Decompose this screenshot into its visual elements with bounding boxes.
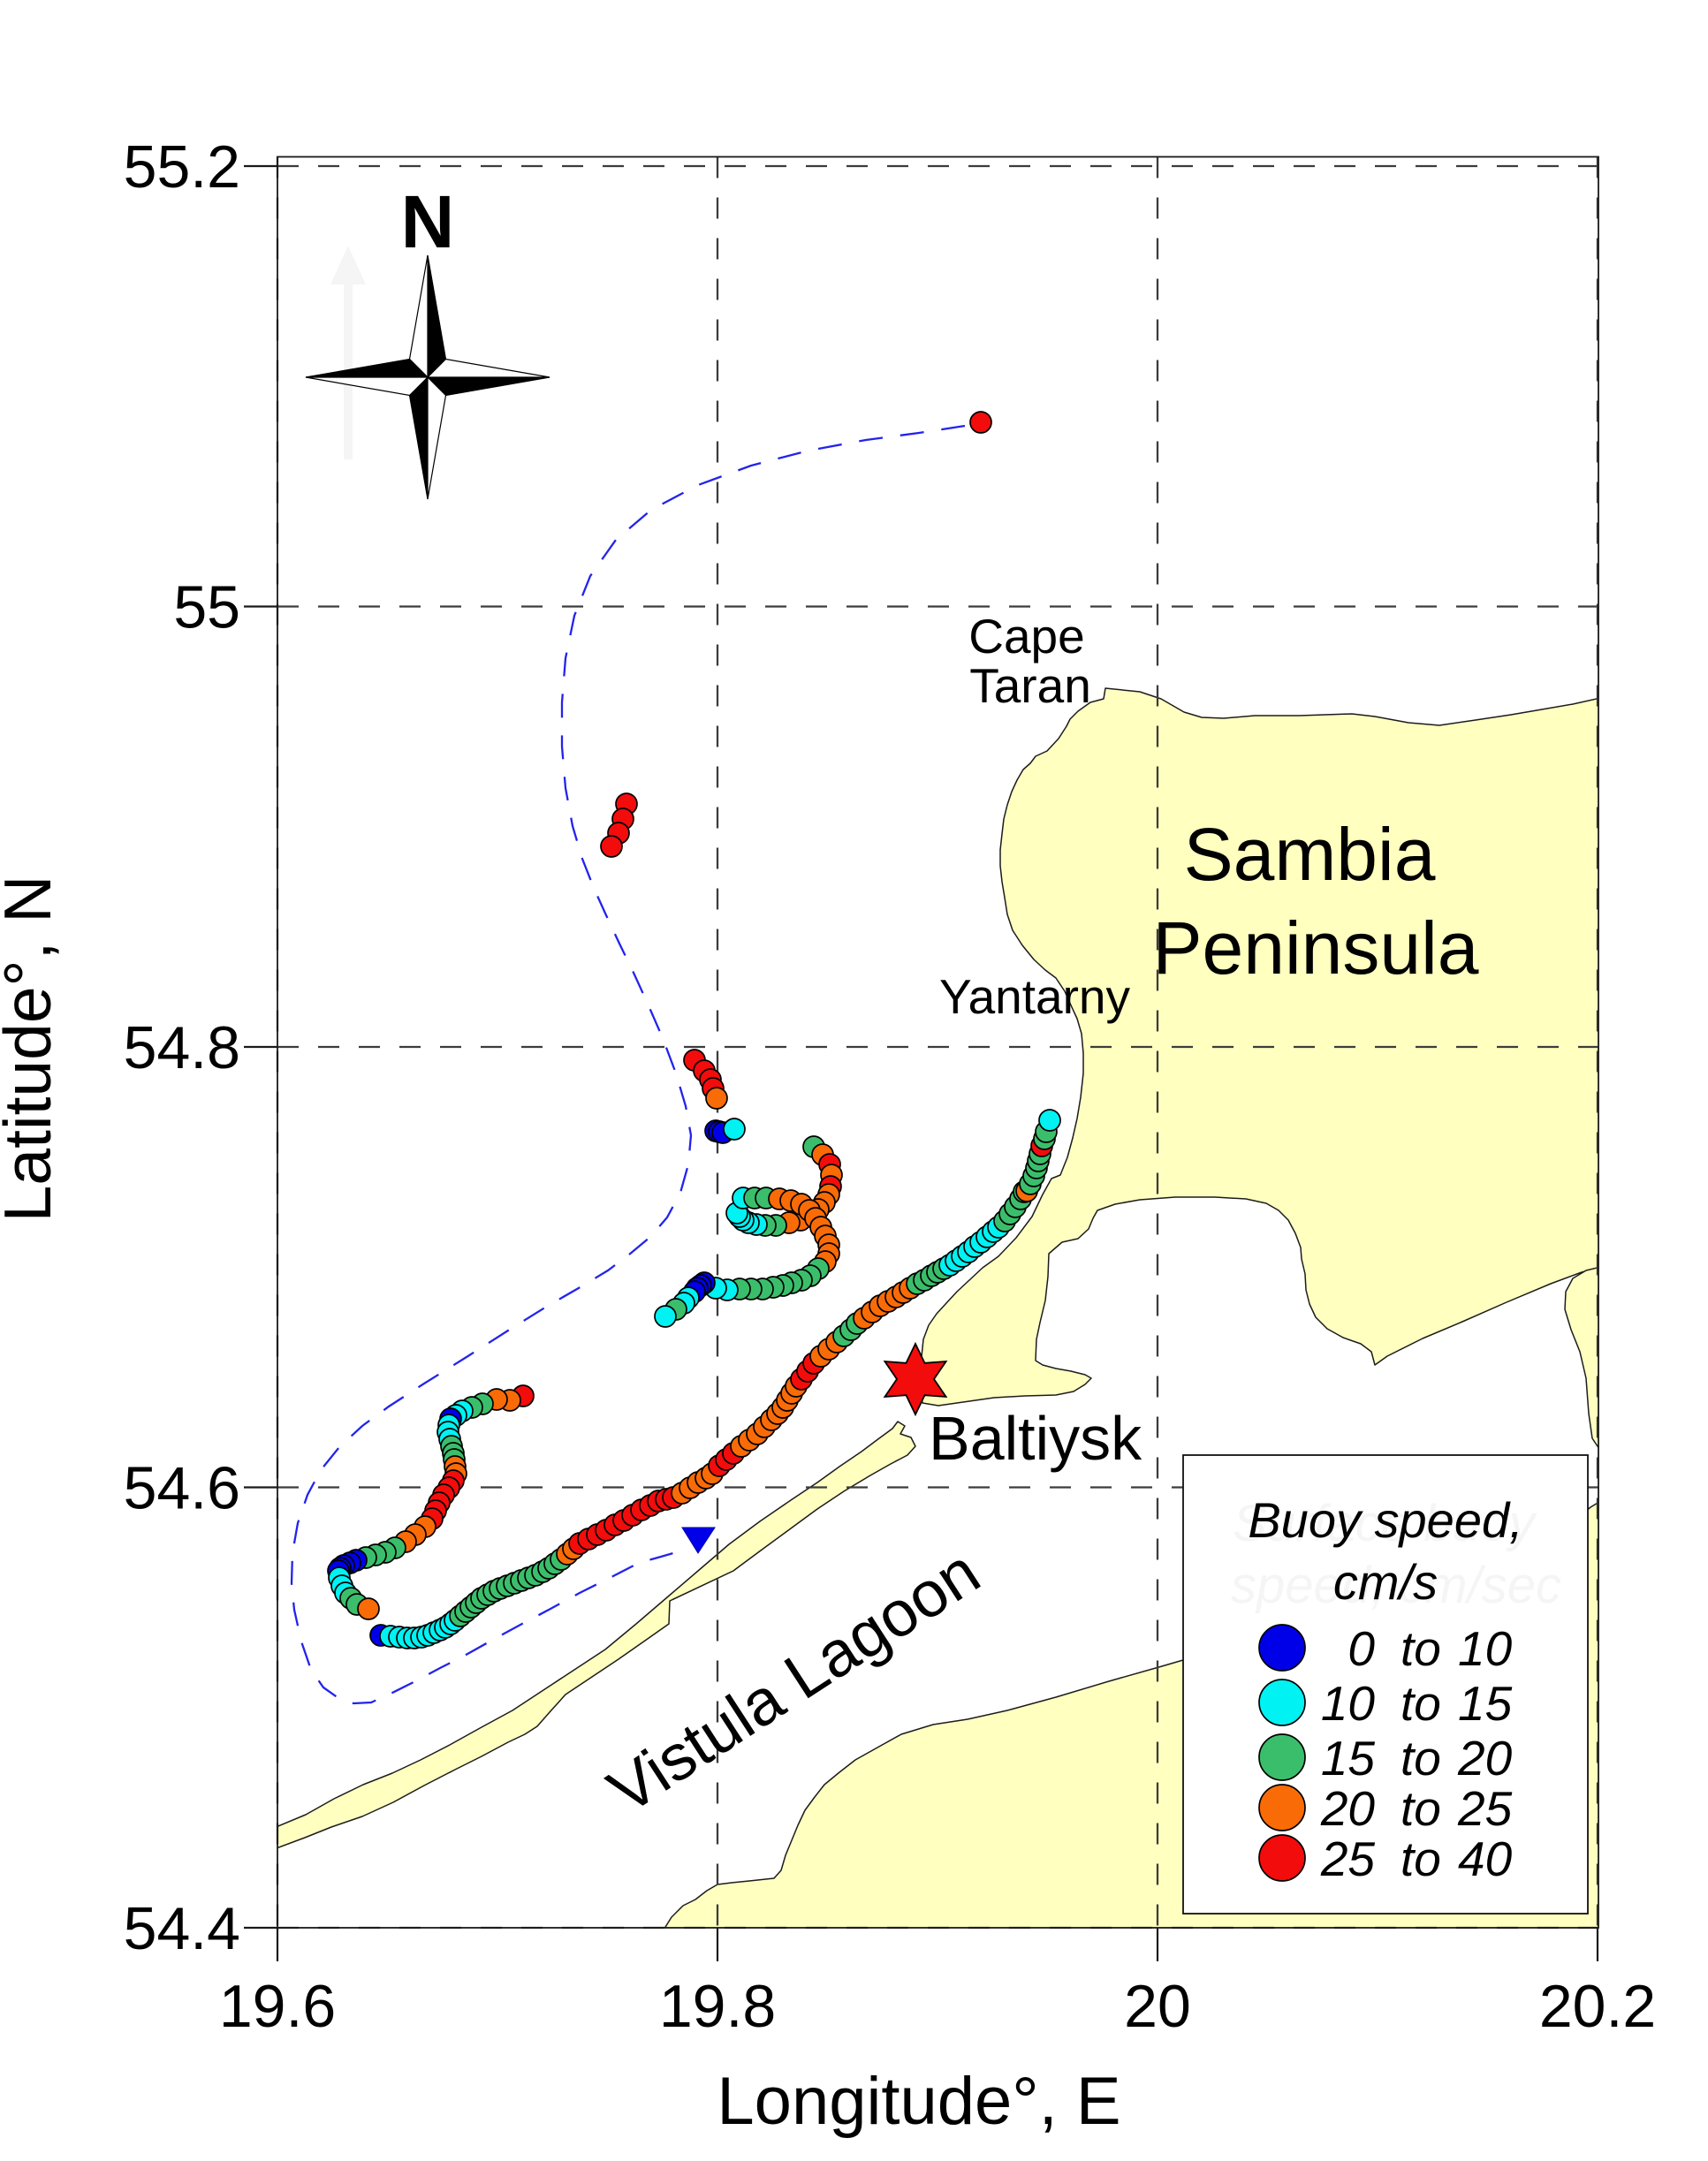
svg-text:Baltiysk: Baltiysk [929,1404,1142,1473]
svg-text:Cape: Cape [968,609,1084,663]
svg-text:20: 20 [1457,1731,1513,1786]
svg-text:to: to [1401,1621,1441,1676]
svg-text:20: 20 [1320,1781,1376,1836]
svg-text:Buoy speed,: Buoy speed, [1248,1492,1522,1548]
svg-text:N: N [401,180,455,263]
svg-text:to: to [1401,1676,1441,1731]
svg-text:15: 15 [1321,1731,1376,1786]
svg-text:54.4: 54.4 [124,1895,240,1962]
svg-text:Surface buoy: Surface buoy [1233,1495,1537,1552]
svg-text:54.6: 54.6 [124,1455,240,1522]
svg-text:15: 15 [1458,1676,1513,1731]
svg-text:20: 20 [1124,1973,1191,2040]
svg-text:40: 40 [1458,1831,1513,1886]
svg-text:Peninsula: Peninsula [1153,906,1479,990]
svg-text:10: 10 [1321,1676,1376,1731]
svg-text:55.2: 55.2 [124,133,240,201]
svg-text:Yantarny: Yantarny [939,969,1131,1024]
svg-text:to: to [1401,1731,1441,1786]
svg-text:speed, cm/sec: speed, cm/sec [1231,1557,1561,1614]
svg-text:0: 0 [1347,1621,1375,1676]
svg-text:55: 55 [173,574,240,641]
svg-text:to: to [1401,1831,1441,1886]
svg-text:10: 10 [1458,1621,1513,1676]
svg-text:20.2: 20.2 [1539,1973,1656,2040]
svg-text:Sambia: Sambia [1184,813,1436,896]
svg-text:25: 25 [1457,1781,1513,1836]
svg-text:Taran: Taran [969,658,1091,713]
svg-text:to: to [1401,1781,1441,1836]
svg-text:Latitude°, N: Latitude°, N [0,876,65,1223]
svg-text:19.8: 19.8 [659,1973,776,2040]
svg-text:19.6: 19.6 [219,1973,336,2040]
svg-text:25: 25 [1320,1831,1376,1886]
svg-text:cm/s: cm/s [1333,1554,1438,1610]
svg-text:Longitude°, E: Longitude°, E [717,2064,1120,2139]
svg-text:54.8: 54.8 [124,1014,240,1081]
